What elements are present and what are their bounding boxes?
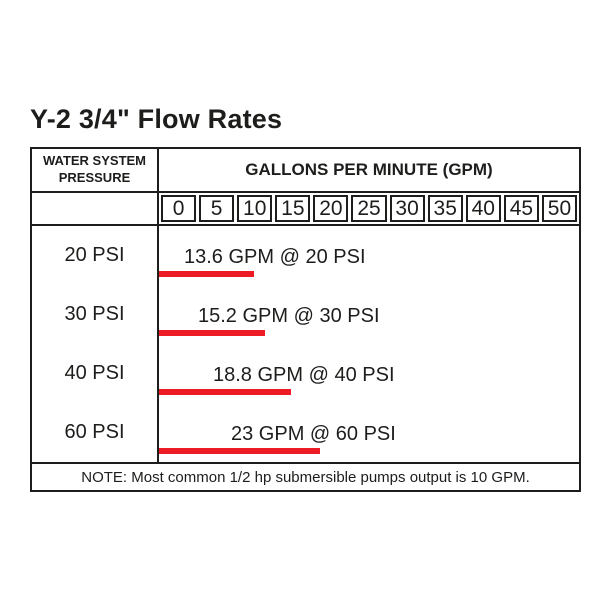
gpm-tick-50: 50 <box>541 195 578 222</box>
chart-row-20psi: 13.6 GPM @ 20 PSI <box>159 226 579 285</box>
pressure-label-60psi: 60 PSI <box>64 421 125 443</box>
note: NOTE: Most common 1/2 hp submersible pum… <box>32 462 579 490</box>
gpm-tick-15: 15 <box>275 195 311 222</box>
bar-value-label-60psi: 23 GPM @ 60 PSI <box>231 423 396 445</box>
pressure-header-line2: PRESSURE <box>58 170 131 185</box>
gpm-tick-40: 40 <box>465 195 501 222</box>
flow-bar-40psi <box>159 389 291 395</box>
flow-bar-30psi <box>159 330 266 336</box>
chart-row-60psi: 23 GPM @ 60 PSI <box>159 403 579 462</box>
chart-row-40psi: 18.8 GPM @ 40 PSI <box>159 344 579 403</box>
gpm-tick-45: 45 <box>503 195 539 222</box>
flow-bar-20psi <box>159 271 255 277</box>
gpm-scale-boxes: 0 5 10 15 20 25 30 35 40 45 50 <box>159 193 579 224</box>
page-title: Y-2 3/4" Flow Rates <box>30 104 283 134</box>
flow-bar-60psi <box>159 448 320 454</box>
gpm-tick-35: 35 <box>427 195 463 222</box>
pressure-labels-column: 20 PSI 30 PSI 40 PSI 60 PSI <box>32 226 159 462</box>
gpm-tick-20: 20 <box>313 195 349 222</box>
table-body: 20 PSI 30 PSI 40 PSI 60 PSI 13.6 GPM @ 2… <box>32 226 579 462</box>
bar-value-label-30psi: 15.2 GPM @ 30 PSI <box>198 305 380 327</box>
pressure-label-20psi: 20 PSI <box>64 244 125 266</box>
gpm-column-header: GALLONS PER MINUTE (GPM) <box>245 160 493 179</box>
pressure-header-line1: WATER SYSTEM <box>42 153 147 169</box>
gpm-tick-10: 10 <box>237 195 273 222</box>
table-header-row: WATER SYSTEM PRESSURE GALLONS PER MINUTE… <box>32 149 579 193</box>
pressure-label-40psi: 40 PSI <box>64 362 125 384</box>
pressure-label-30psi: 30 PSI <box>64 303 125 325</box>
flow-rate-table: WATER SYSTEM PRESSURE GALLONS PER MINUTE… <box>30 147 581 492</box>
bar-value-label-40psi: 18.8 GPM @ 40 PSI <box>213 364 395 386</box>
gpm-tick-5: 5 <box>199 195 235 222</box>
bar-value-label-20psi: 13.6 GPM @ 20 PSI <box>184 246 366 268</box>
pressure-column-header: WATER SYSTEM PRESSURE <box>32 149 159 191</box>
gpm-tick-25: 25 <box>351 195 387 222</box>
bar-chart-area: 13.6 GPM @ 20 PSI 15.2 GPM @ 30 PSI 18.8… <box>159 226 579 462</box>
gpm-scale-row: 0 5 10 15 20 25 30 35 40 45 50 <box>32 193 579 226</box>
chart-row-30psi: 15.2 GPM @ 30 PSI <box>159 285 579 344</box>
gpm-tick-0: 0 <box>161 195 197 222</box>
scale-row-empty-cell <box>32 193 159 224</box>
gpm-tick-30: 30 <box>389 195 425 222</box>
